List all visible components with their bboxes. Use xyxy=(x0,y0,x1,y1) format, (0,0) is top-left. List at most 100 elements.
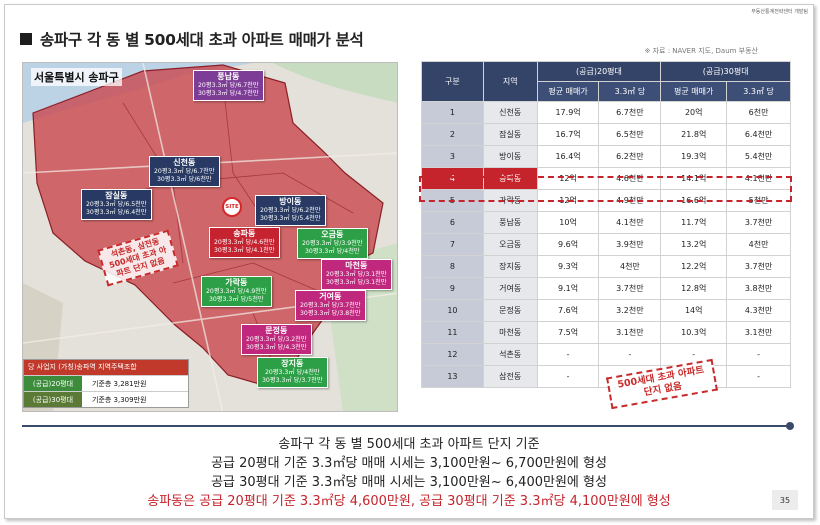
cell-a30: 20억 xyxy=(660,101,728,124)
site-marker-icon: SITE xyxy=(222,197,242,217)
table-row-highlight: 4 송파동 12억 4.6천만 14.1억 4.1천만 xyxy=(421,167,791,190)
map-label-30: 30평3.3㎡ 당/4.3천만 xyxy=(246,344,307,351)
cell-a30: 14억 xyxy=(660,299,728,322)
map-label-20: 20평3.3㎡ 당/4.6천만 xyxy=(214,239,275,246)
cell-p20: 4천만 xyxy=(598,255,662,278)
cell-dong: 석촌동 xyxy=(482,343,538,366)
map-label-name: 마천동 xyxy=(345,261,368,270)
map-label-20: 20평3.3㎡ 당/6.5천만 xyxy=(86,201,147,208)
title-bullet-icon xyxy=(20,33,32,45)
col-header-gubun: 구분 xyxy=(421,61,484,102)
cell-p30: 3.7천만 xyxy=(726,255,791,278)
legend-row: (공급)20평대 기준층 3,281만원 xyxy=(24,375,188,391)
map-label-30: 30평3.3㎡ 당/5천만 xyxy=(208,296,264,303)
cell-idx: 11 xyxy=(421,321,484,344)
map-label-name: 신천동 xyxy=(173,158,196,167)
cell-idx: 10 xyxy=(421,299,484,322)
cell-idx: 1 xyxy=(421,101,484,124)
map-label-20: 20평3.3㎡ 당/3.1천만 xyxy=(326,271,387,278)
cell-p20: - xyxy=(598,343,662,366)
table-row: 1 신천동 17.9억 6.7천만 20억 6천만 xyxy=(421,101,791,124)
cell-p30: 6천만 xyxy=(726,101,791,124)
cell-p20: 6.5천만 xyxy=(598,123,662,146)
cell-p20: 4.6천만 xyxy=(598,167,662,190)
cell-dong: 마천동 xyxy=(482,321,538,344)
map-label-30: 30평3.3㎡ 당/4천만 xyxy=(304,248,360,255)
map-label-30: 30평3.3㎡ 당/5.4천만 xyxy=(260,215,321,222)
map-label-name: 방이동 xyxy=(279,197,302,206)
map-label-20: 20평3.3㎡ 당/3.2천만 xyxy=(246,336,307,343)
legend-row: (공급)30평대 기준층 3,309만원 xyxy=(24,391,188,407)
cell-dong: 신천동 xyxy=(482,101,538,124)
cell-p30: 3.7천만 xyxy=(726,211,791,234)
map-label-macheon: 마천동 20평3.3㎡ 당/3.1천만 30평3.3㎡ 당/3.1천만 xyxy=(321,259,392,290)
map-label-name: 문정동 xyxy=(265,326,288,335)
map-label-geoyeo: 거여동 20평3.3㎡ 당/3.7천만 30평3.3㎡ 당/3.8천만 xyxy=(295,290,366,321)
cell-a20: 9.1억 xyxy=(536,277,600,300)
cell-a30: 13.2억 xyxy=(660,233,728,256)
map-label-ogeum: 오금동 20평3.3㎡ 당/3.9천만 30평3.3㎡ 당/4천만 xyxy=(297,228,368,259)
cell-a20: 12억 xyxy=(536,167,600,190)
table-row: 8 장지동 9.3억 4천만 12.2억 3.7천만 xyxy=(421,255,791,278)
map-label-20: 20평3.3㎡ 당/3.9천만 xyxy=(302,240,363,247)
cell-p30: - xyxy=(726,365,791,388)
map-label-jangji: 장지동 20평3.3㎡ 당/4천만 30평3.3㎡ 당/3.7천만 xyxy=(257,357,328,388)
cell-dong: 거여동 xyxy=(482,277,538,300)
map-panel: 서울특별시 송파구 풍납동 20평3.3㎡ 당/6.7천만 30평3.3㎡ 당/… xyxy=(22,62,398,412)
table-row: 7 오금동 9.6억 3.9천만 13.2억 4천만 xyxy=(421,233,791,256)
page-title: 송파구 각 동 별 500세대 초과 아파트 매매가 분석 xyxy=(40,31,364,49)
legend-value: 기준층 3,281만원 xyxy=(92,379,147,388)
cell-idx: 8 xyxy=(421,255,484,278)
map-label-30: 30평3.3㎡ 당/6천만 xyxy=(156,176,212,183)
summary-line-4: 송파동은 공급 20평대 기준 3.3㎡당 4,600만원, 공급 30평대 기… xyxy=(147,494,671,509)
map-label-name: 오금동 xyxy=(321,230,344,239)
map-label-name: 거여동 xyxy=(319,292,342,301)
col-header-30: (공급)30평대 xyxy=(660,61,791,82)
legend-title: 당 사업지 (가칭)송파역 지역주택조합 xyxy=(24,360,188,375)
table-row: 2 잠실동 16.7억 6.5천만 21.8억 6.4천만 xyxy=(421,123,791,146)
cell-idx: 4 xyxy=(421,167,484,190)
table-row: 9 거여동 9.1억 3.7천만 12.8억 3.8천만 xyxy=(421,277,791,300)
cell-a20: 9.3억 xyxy=(536,255,600,278)
cell-idx: 13 xyxy=(421,365,484,388)
cell-p30: 6.4천만 xyxy=(726,123,791,146)
map-label-30: 30평3.3㎡ 당/4.7천만 xyxy=(198,90,259,97)
col-header-avg30: 평균 매매가 xyxy=(660,81,728,102)
map-label-20: 20평3.3㎡ 당/4천만 xyxy=(264,369,320,376)
cell-a20: 16.4억 xyxy=(536,145,600,168)
cell-a20: 9.6억 xyxy=(536,233,600,256)
map-label-jamsil: 잠실동 20평3.3㎡ 당/6.5천만 30평3.3㎡ 당/6.4천만 xyxy=(81,189,152,220)
source-note: ※ 자료 : NAVER 지도, Daum 부동산 xyxy=(644,47,758,55)
map-label-sincheon: 신천동 20평3.3㎡ 당/6.7천만 30평3.3㎡ 당/6천만 xyxy=(149,156,220,187)
map-label-20: 20평3.3㎡ 당/6.7천만 xyxy=(154,168,215,175)
highlight-box xyxy=(419,176,792,202)
map-label-30: 30평3.3㎡ 당/3.1천만 xyxy=(326,279,387,286)
cell-dong: 풍납동 xyxy=(482,211,538,234)
cell-p30: 4.3천만 xyxy=(726,299,791,322)
cell-idx: 7 xyxy=(421,233,484,256)
cell-a20: - xyxy=(536,365,600,388)
cell-idx: 12 xyxy=(421,343,484,366)
map-label-30: 30평3.3㎡ 당/6.4천만 xyxy=(86,209,147,216)
cell-p30: 5.4천만 xyxy=(726,145,791,168)
map-label-30: 30평3.3㎡ 당/3.8천만 xyxy=(300,310,361,317)
divider-dot-icon xyxy=(786,422,794,430)
map-label-20: 20평3.3㎡ 당/3.7천만 xyxy=(300,302,361,309)
cell-a30: 12.8억 xyxy=(660,277,728,300)
table-row: 10 문정동 7.6억 3.2천만 14억 4.3천만 xyxy=(421,299,791,322)
col-header-area: 지역 xyxy=(482,61,538,102)
col-header-20: (공급)20평대 xyxy=(536,61,662,82)
cell-dong: 오금동 xyxy=(482,233,538,256)
map-label-name: 송파동 xyxy=(233,229,256,238)
cell-dong: 문정동 xyxy=(482,299,538,322)
cell-a20: 7.5억 xyxy=(536,321,600,344)
cell-a30: 11.7억 xyxy=(660,211,728,234)
cell-dong: 잠실동 xyxy=(482,123,538,146)
cell-p30: - xyxy=(726,343,791,366)
cell-idx: 6 xyxy=(421,211,484,234)
cell-p20: 3.9천만 xyxy=(598,233,662,256)
map-label-bangi: 방이동 20평3.3㎡ 당/6.2천만 30평3.3㎡ 당/5.4천만 xyxy=(255,195,326,226)
cell-p30: 3.8천만 xyxy=(726,277,791,300)
cell-p20: 3.2천만 xyxy=(598,299,662,322)
col-header-per20: 3.3㎡ 당 xyxy=(598,81,662,102)
